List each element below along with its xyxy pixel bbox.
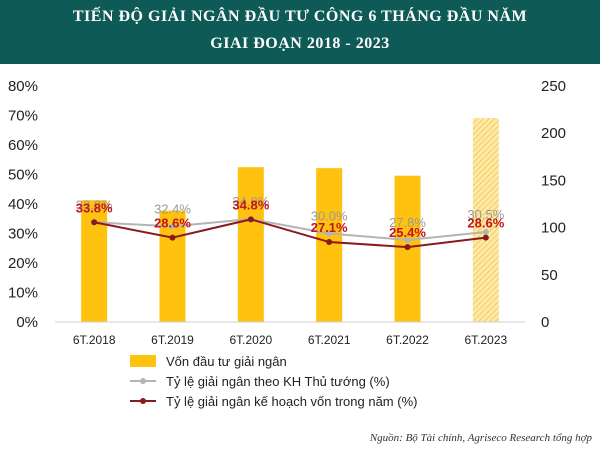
category-label: 6T.2023 <box>464 333 507 347</box>
legend-label: Tỷ lệ giải ngân theo KH Thủ tướng (%) <box>166 374 390 389</box>
right-axis-tick-label: 150 <box>541 172 566 189</box>
legend-swatch-marker <box>140 378 146 384</box>
plan-ratio-line <box>94 218 486 241</box>
annual-ratio-point <box>247 216 254 223</box>
plan-ratio-data-label: 34.9% <box>232 194 269 209</box>
annual-ratio-data-label: 28.6% <box>154 216 191 231</box>
plan-ratio-point <box>482 229 489 236</box>
annual-ratio-line <box>93 218 486 249</box>
bar <box>316 168 343 322</box>
right-axis-tick-label: 50 <box>541 267 558 284</box>
left-axis-tick-label: 20% <box>8 255 38 272</box>
category-label: 6T.2022 <box>386 333 429 347</box>
annual-ratio-data-label: 28.6% <box>467 216 504 231</box>
left-axis-tick-label: 30% <box>8 226 38 243</box>
annual-ratio-point <box>169 234 176 241</box>
plan-ratio-point <box>169 223 176 230</box>
category-label: 6T.2019 <box>151 333 194 347</box>
plan-ratio-point <box>404 236 411 243</box>
legend-swatch-bar <box>130 355 156 367</box>
category-label: 6T.2020 <box>229 333 272 347</box>
legend-swatch-marker <box>140 398 146 404</box>
annual-ratio-point <box>91 219 98 226</box>
annual-ratio-data-label: 25.4% <box>389 225 426 240</box>
left-axis-tick-label: 40% <box>8 196 38 213</box>
bar <box>81 200 108 322</box>
plan-ratio-data-label: 33.8% <box>76 197 113 212</box>
right-axis-tick-label: 0 <box>541 314 549 331</box>
legend-label: Tỷ lệ giải ngân kế hoạch vốn trong năm (… <box>166 394 417 409</box>
annual-ratio-data-label: 27.1% <box>311 220 348 235</box>
bar-hatched <box>472 118 499 322</box>
legend-label: Vốn đầu tư giải ngân <box>166 354 287 369</box>
annual-ratio-point <box>326 239 333 246</box>
plan-ratio-data-label: 27.8% <box>389 215 426 230</box>
source-note: Nguồn: Bộ Tài chính, Agriseco Research t… <box>369 432 592 444</box>
chart-area: 0% 10% 20% 30% 40% 50% 60% 70% 80% 0 50 100 150 200 2… <box>8 78 566 409</box>
plan-ratio-data-label: 30.0% <box>311 209 348 224</box>
chart-title-line-1: TIẾN ĐỘ GIẢI NGÂN ĐẦU TƯ CÔNG 6 THÁNG ĐẦ… <box>72 8 528 25</box>
right-axis-tick-label: 100 <box>541 220 566 237</box>
left-axis-tick-label: 50% <box>8 167 38 184</box>
bar <box>237 167 264 322</box>
left-axis-tick-label: 10% <box>8 285 38 302</box>
annual-ratio-data-label: 33.8% <box>76 200 113 215</box>
left-axis-tick-label: 60% <box>8 137 38 154</box>
header-banner: TIẾN ĐỘ GIẢI NGÂN ĐẦU TƯ CÔNG 6 THÁNG ĐẦ… <box>0 0 600 64</box>
right-axis-tick-label: 200 <box>541 125 566 142</box>
category-label: 6T.2021 <box>308 333 351 347</box>
plan-ratio-data-label: 32.4% <box>154 201 191 216</box>
annual-ratio-data-label: 34.8% <box>232 197 269 212</box>
annual-ratio-point <box>482 234 489 241</box>
plan-ratio-point <box>326 230 333 237</box>
left-axis-tick-label: 70% <box>8 108 38 125</box>
left-axis-tick-label: 80% <box>8 78 38 95</box>
category-label: 6T.2018 <box>73 333 116 347</box>
annual-ratio-point <box>404 244 411 251</box>
chart-title-line-2: GIAI ĐOẠN 2018 - 2023 <box>210 35 390 52</box>
plan-ratio-data-label: 30.5% <box>467 207 504 222</box>
left-axis-tick-label: 0% <box>16 314 38 331</box>
right-axis-tick-label: 250 <box>541 78 566 95</box>
